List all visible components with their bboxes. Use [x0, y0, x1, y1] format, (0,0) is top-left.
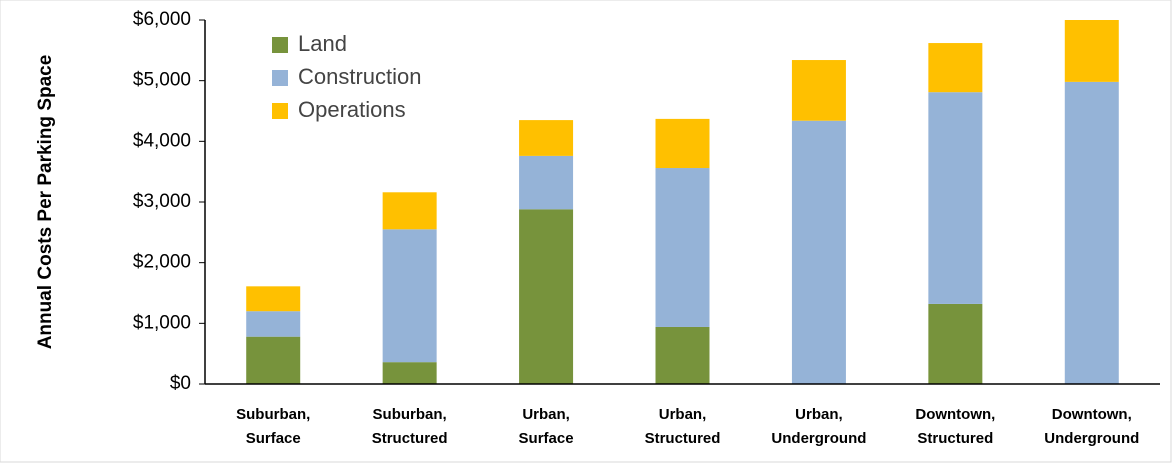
bar-segment: [246, 311, 301, 337]
x-tick-label-line: Structured: [917, 430, 993, 447]
y-axis-label: Annual Costs Per Parking Space: [35, 55, 56, 350]
x-tick-label-line: Underground: [1044, 430, 1139, 447]
bar-segment: [519, 120, 574, 156]
bar-segment: [928, 303, 983, 384]
legend-label: Operations: [298, 97, 406, 122]
bar-segment: [382, 229, 437, 363]
x-tick-label: Downtown, Underground: [1044, 406, 1139, 447]
bar-segment: [655, 326, 710, 384]
bar-segment: [246, 336, 301, 384]
y-tick-label: $1,000: [133, 312, 191, 333]
x-tick-label: Suburban, Surface: [236, 406, 310, 447]
bar-segment: [791, 120, 846, 384]
bar-segment: [928, 43, 983, 93]
bar-segment: [791, 60, 846, 121]
bar-segment: [1064, 20, 1119, 82]
x-tick-label-line: Structured: [372, 430, 448, 447]
legend-swatch: [272, 70, 288, 86]
x-tick-label-line: Urban,: [522, 406, 570, 423]
bar-segment: [1064, 81, 1119, 384]
x-tick-label: Suburban, Structured: [372, 406, 448, 447]
x-tick-label: Downtown, Structured: [915, 406, 995, 447]
legend-label: Land: [298, 31, 347, 56]
legend-swatch: [272, 37, 288, 53]
x-tick-label-line: Downtown,: [1052, 406, 1132, 423]
bar-segment: [382, 362, 437, 384]
bar-segment: [382, 192, 437, 230]
y-tick-label: $0: [170, 373, 191, 394]
x-tick-label-line: Suburban,: [373, 406, 447, 423]
bar-segment: [246, 286, 301, 312]
x-tick-label-line: Underground: [771, 430, 866, 447]
legend-label: Construction: [298, 64, 422, 89]
bar-segment: [655, 168, 710, 327]
x-tick-label: Urban, Surface: [519, 406, 574, 447]
x-tick-label-line: Structured: [645, 430, 721, 447]
bar-segment: [519, 209, 574, 384]
x-tick-label: Urban, Underground: [771, 406, 866, 447]
x-tick-label-line: Downtown,: [915, 406, 995, 423]
legend-swatch: [272, 103, 288, 119]
y-tick-label: $3,000: [133, 191, 191, 212]
y-tick-label: $5,000: [133, 70, 191, 91]
x-tick-label: Urban, Structured: [645, 406, 721, 447]
x-tick-label-line: Surface: [519, 430, 574, 447]
x-tick-label-line: Suburban,: [236, 406, 310, 423]
bar-segment: [655, 118, 710, 169]
y-tick-label: $2,000: [133, 252, 191, 273]
x-tick-label-line: Urban,: [659, 406, 707, 423]
x-tick-label-line: Surface: [246, 430, 301, 447]
y-tick-label: $4,000: [133, 130, 191, 151]
x-tick-label-line: Urban,: [795, 406, 843, 423]
bar-segment: [928, 92, 983, 304]
bar-segment: [519, 155, 574, 210]
y-tick-label: $6,000: [133, 9, 191, 30]
